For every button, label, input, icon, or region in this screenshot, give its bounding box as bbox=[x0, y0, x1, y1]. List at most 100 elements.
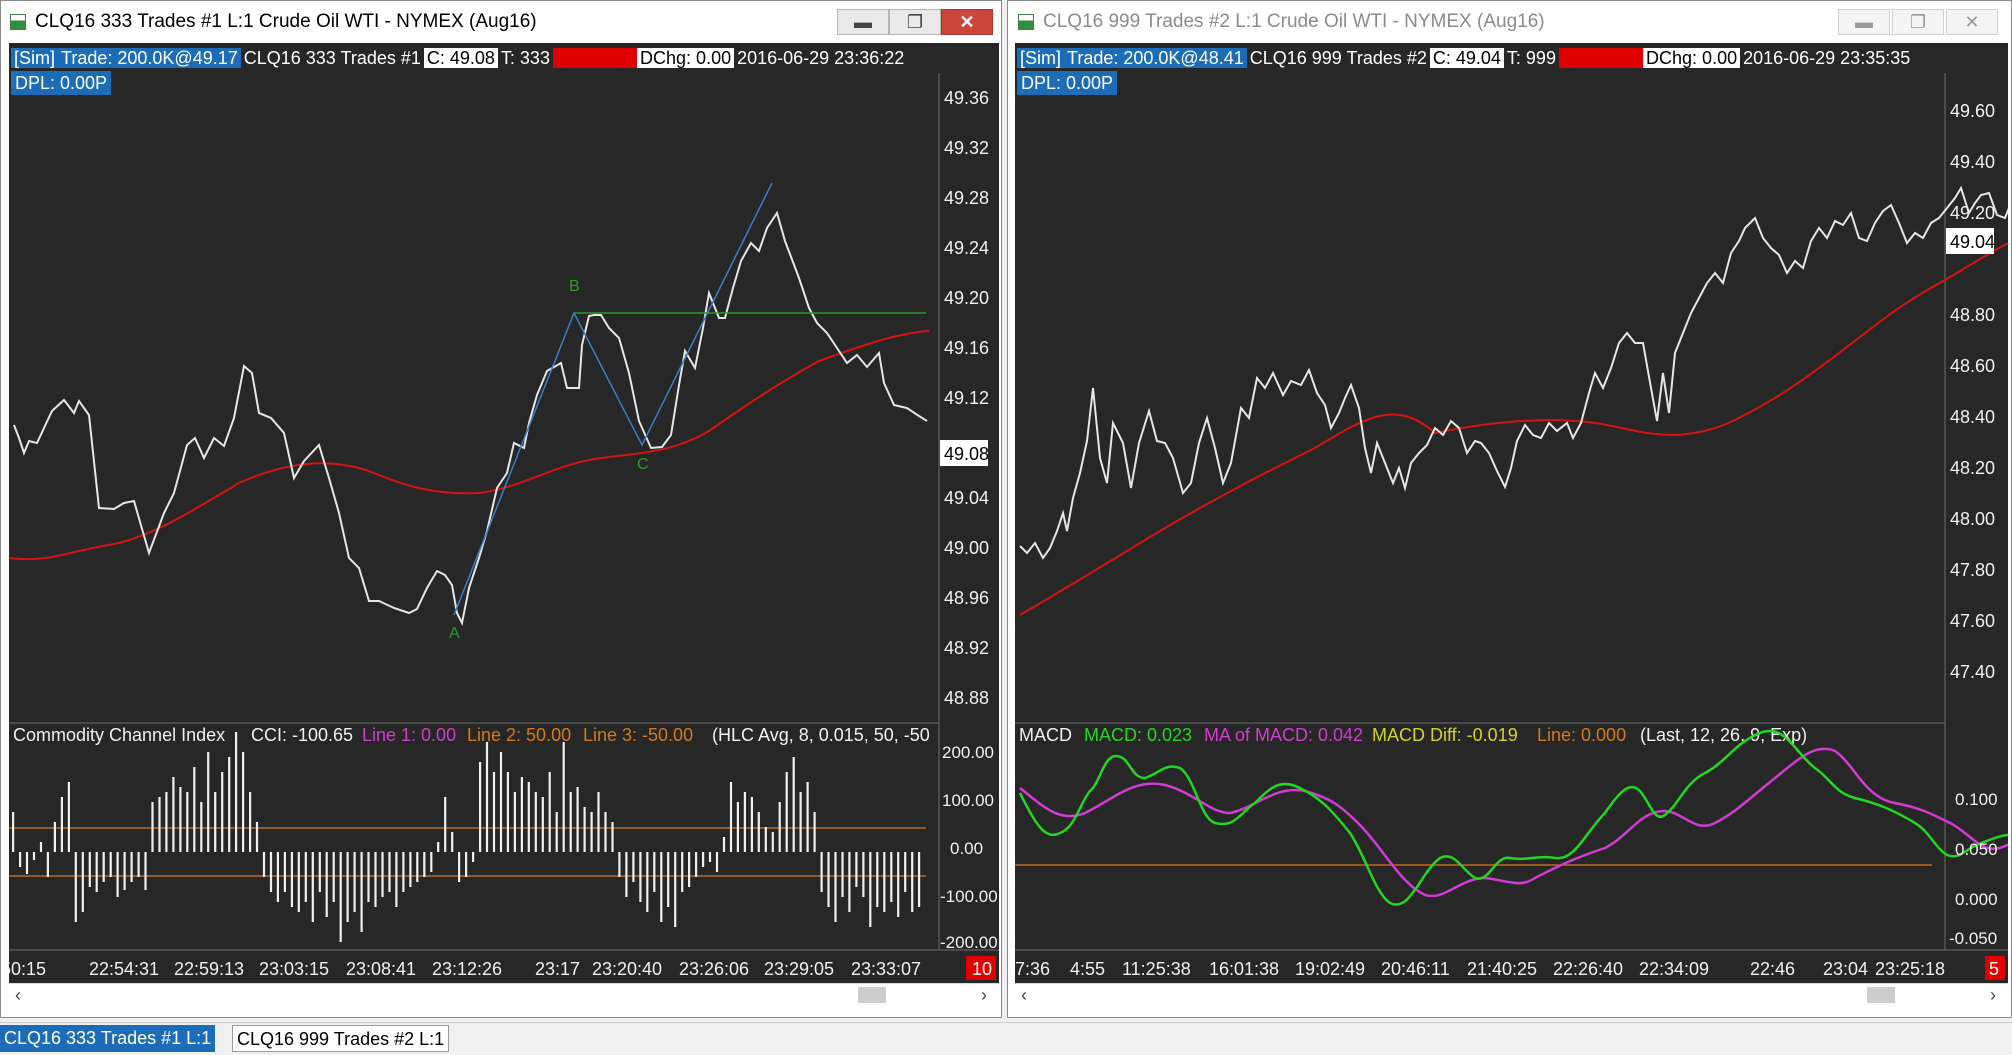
price-tick: 48.60 bbox=[1950, 356, 1995, 376]
pattern-marker-b: B bbox=[569, 278, 580, 295]
cci-bar bbox=[109, 852, 112, 877]
price-chart-panel-1[interactable]: A B C 49.36 49.32 49.28 49.24 49.20 49.1… bbox=[9, 43, 999, 983]
time-tick: 23:26:06 bbox=[679, 959, 749, 979]
scroll-left-icon[interactable]: ‹ bbox=[15, 985, 21, 1005]
dpl-label: DPL: 0.00P bbox=[11, 71, 112, 95]
minimize-icon: ▬ bbox=[854, 12, 872, 32]
cci-bar bbox=[848, 852, 851, 912]
cci-bar bbox=[876, 852, 879, 907]
time-tick: 23:17 bbox=[535, 959, 580, 979]
window-tab-bar: CLQ16 333 Trades #1 L:1 CLQ16 999 Trades… bbox=[0, 1022, 2012, 1055]
price-tick: 48.88 bbox=[944, 688, 989, 708]
price-tick: 49.32 bbox=[944, 138, 989, 158]
price-tick: 48.80 bbox=[1950, 305, 1995, 325]
close-button[interactable]: ✕ bbox=[1946, 9, 1998, 35]
price-chart-panel-2[interactable]: 49.60 49.40 49.20 48.80 48.60 48.40 48.2… bbox=[1015, 43, 2008, 983]
cci-bar bbox=[785, 772, 788, 852]
tab-chart-2[interactable]: CLQ16 999 Trades #2 L:1 bbox=[232, 1025, 450, 1052]
cci-bar bbox=[681, 852, 684, 892]
scroll-right-icon[interactable]: › bbox=[1990, 985, 1996, 1005]
trade-info: Trade: 200.0K@49.17 bbox=[58, 48, 241, 68]
minimize-button[interactable]: ▬ bbox=[837, 9, 889, 35]
cci-bar bbox=[660, 852, 663, 922]
horizontal-scrollbar-2[interactable]: ‹ › bbox=[1015, 983, 2008, 1006]
cci-bar bbox=[695, 852, 698, 877]
cci-bar bbox=[750, 797, 753, 852]
cci-bar bbox=[736, 802, 739, 852]
cci-bar bbox=[541, 797, 544, 852]
price-tick: 47.40 bbox=[1950, 662, 1995, 682]
cci-bar bbox=[604, 812, 607, 852]
price-tick: 47.80 bbox=[1950, 560, 1995, 580]
trade-count: T: 333 bbox=[500, 48, 550, 68]
cci-bar bbox=[88, 852, 91, 887]
cci-histogram bbox=[12, 732, 921, 942]
maximize-button[interactable]: ❐ bbox=[1892, 9, 1944, 35]
cci-bar bbox=[158, 797, 161, 852]
current-price-label: 49.04 bbox=[1950, 232, 1995, 252]
cci-bar bbox=[639, 852, 642, 902]
price-line bbox=[13, 210, 928, 627]
cci-tick: 200.00 bbox=[942, 743, 994, 762]
cci-title: Commodity Channel Index bbox=[13, 725, 225, 745]
close-price: C: 49.04 bbox=[1429, 48, 1504, 68]
cci-bar bbox=[534, 792, 537, 852]
price-tick: 49.20 bbox=[944, 288, 989, 308]
cci-bar bbox=[179, 787, 182, 852]
cci-bar bbox=[806, 782, 809, 852]
cci-bar bbox=[395, 852, 398, 907]
cci-bar bbox=[883, 852, 886, 912]
cci-bar bbox=[53, 822, 56, 852]
scroll-left-icon[interactable]: ‹ bbox=[1021, 985, 1027, 1005]
time-tick: 4:55 bbox=[1070, 959, 1105, 979]
cci-line2: Line 2: 50.00 bbox=[467, 725, 571, 745]
horizontal-scrollbar-1[interactable]: ‹ › bbox=[9, 983, 999, 1006]
price-tick: 47.60 bbox=[1950, 611, 1995, 631]
minimize-button[interactable]: ▬ bbox=[1838, 9, 1890, 35]
scroll-right-icon[interactable]: › bbox=[981, 985, 987, 1005]
scroll-thumb[interactable] bbox=[1867, 987, 1895, 1003]
cci-tick: -200.00 bbox=[940, 933, 998, 952]
cci-bar bbox=[318, 852, 321, 892]
time-tick: 23:25:18 bbox=[1875, 959, 1945, 979]
time-tick: 23:03:15 bbox=[259, 959, 329, 979]
window-2-titlebar[interactable]: CLQ16 999 Trades #2 L:1 Crude Oil WTI - … bbox=[1008, 1, 2011, 43]
sim-label: [Sim] bbox=[11, 48, 59, 68]
cci-bar bbox=[451, 832, 454, 852]
cci-bar bbox=[897, 852, 900, 917]
macd-tick: -0.050 bbox=[1949, 929, 1997, 948]
cci-bar bbox=[430, 852, 433, 872]
price-line bbox=[1019, 185, 2008, 560]
cci-bar bbox=[214, 792, 217, 852]
cci-line3: Line 3: -50.00 bbox=[583, 725, 693, 745]
cci-bar bbox=[207, 752, 210, 852]
cci-bar bbox=[911, 852, 914, 912]
cci-bar bbox=[653, 852, 656, 892]
scroll-thumb[interactable] bbox=[858, 987, 886, 1003]
cci-params: (HLC Avg, 8, 0.015, 50, -50 bbox=[712, 725, 930, 745]
cci-bar bbox=[276, 852, 279, 902]
cci-bar bbox=[193, 767, 196, 852]
price-tick: 48.20 bbox=[1950, 458, 1995, 478]
current-price-box bbox=[940, 440, 988, 466]
window-1-title: CLQ16 333 Trades #1 L:1 Crude Oil WTI - … bbox=[35, 11, 537, 32]
tab-chart-1[interactable]: CLQ16 333 Trades #1 L:1 bbox=[0, 1025, 216, 1052]
cci-bar bbox=[841, 852, 844, 897]
cci-bar bbox=[485, 742, 489, 852]
maximize-button[interactable]: ❐ bbox=[889, 9, 941, 35]
cci-bar bbox=[492, 772, 496, 852]
moving-average-line bbox=[9, 330, 930, 561]
time-tick: 23:12:26 bbox=[432, 959, 502, 979]
macd-tick: 0.100 bbox=[1955, 790, 1998, 809]
cci-bar bbox=[513, 792, 516, 852]
chart-window-1: CLQ16 333 Trades #1 L:1 Crude Oil WTI - … bbox=[0, 0, 1002, 1018]
cci-bar bbox=[151, 802, 154, 852]
close-button[interactable]: ✕ bbox=[941, 9, 993, 35]
time-tick: 22:59:13 bbox=[174, 959, 244, 979]
window-1-titlebar[interactable]: CLQ16 333 Trades #1 L:1 Crude Oil WTI - … bbox=[1, 1, 1001, 43]
cci-bar bbox=[688, 852, 691, 887]
cci-bar bbox=[74, 852, 77, 922]
time-tick: 22:54:31 bbox=[89, 959, 159, 979]
cci-bar bbox=[778, 802, 781, 852]
cci-bar bbox=[123, 852, 126, 890]
